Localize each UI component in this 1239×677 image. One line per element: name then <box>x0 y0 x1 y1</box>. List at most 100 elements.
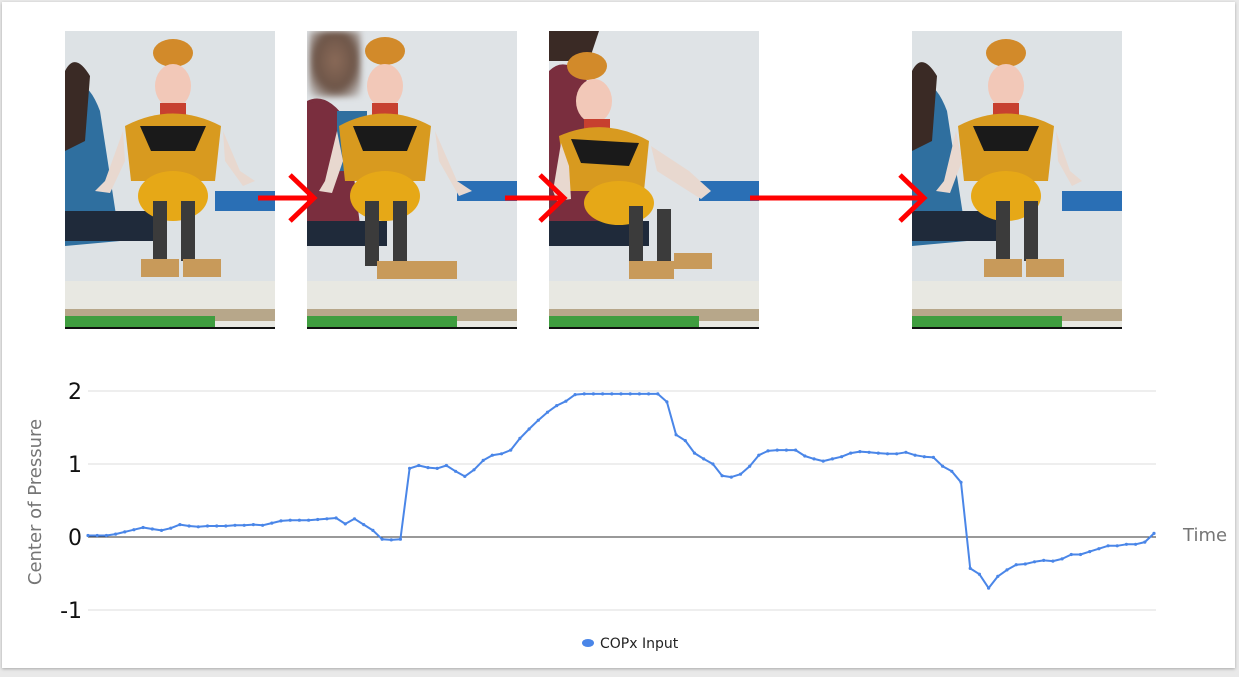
data-point <box>426 466 430 470</box>
data-point <box>784 448 789 452</box>
data-point <box>867 450 871 454</box>
data-point <box>794 448 798 452</box>
data-point <box>849 451 853 455</box>
robot-dancer-photo-3 <box>549 31 759 329</box>
data-point <box>251 523 255 527</box>
data-point <box>472 468 476 472</box>
data-point <box>334 516 338 520</box>
data-point <box>987 586 991 590</box>
data-point <box>950 469 954 473</box>
data-point <box>766 449 770 453</box>
data-point <box>178 523 182 527</box>
data-point <box>876 451 880 455</box>
data-point <box>610 392 614 396</box>
data-point <box>325 517 329 521</box>
y-axis-title: Center of Pressure <box>25 419 46 585</box>
data-point <box>380 537 384 541</box>
data-point <box>518 436 522 440</box>
data-point <box>977 572 982 576</box>
data-point <box>408 466 412 470</box>
robot-frame-1 <box>65 31 275 329</box>
data-point <box>683 439 687 443</box>
data-point <box>904 450 908 454</box>
data-point <box>352 517 357 521</box>
data-point <box>150 527 154 531</box>
data-point <box>242 523 246 527</box>
data-point <box>141 525 145 530</box>
data-point <box>86 533 90 538</box>
data-point <box>711 462 715 466</box>
blurred-face <box>309 31 361 97</box>
data-point <box>1042 558 1046 563</box>
data-point <box>279 519 283 523</box>
data-point <box>1115 544 1119 548</box>
data-point <box>233 523 237 527</box>
data-point <box>959 480 963 484</box>
data-point <box>931 455 936 459</box>
data-point <box>895 452 899 456</box>
data-point <box>362 523 366 527</box>
y-tick-label: 2 <box>68 380 82 405</box>
data-point <box>114 532 118 536</box>
x-axis-title: Time <box>1182 525 1227 546</box>
data-point <box>830 457 835 461</box>
chart-legend: COPx Input <box>582 636 679 652</box>
data-point <box>343 522 347 526</box>
data-point <box>564 399 568 403</box>
data-point <box>205 524 210 528</box>
data-point <box>169 526 173 530</box>
data-point <box>840 455 844 459</box>
data-point <box>748 464 752 468</box>
data-point <box>132 528 136 532</box>
data-point <box>922 455 926 459</box>
data-point <box>417 463 421 468</box>
data-point <box>601 392 605 396</box>
data-point <box>1143 540 1147 544</box>
data-point <box>123 530 127 534</box>
data-point <box>1032 560 1037 564</box>
data-point <box>1060 557 1064 561</box>
data-point <box>463 474 467 478</box>
data-point <box>757 453 761 457</box>
y-tick-label: 1 <box>68 453 82 478</box>
data-point <box>775 448 779 452</box>
data-point <box>555 404 559 408</box>
legend-label-copx: COPx Input <box>600 636 679 652</box>
data-point <box>389 538 393 542</box>
data-point <box>858 450 862 454</box>
data-point <box>738 472 743 476</box>
y-tick-label: 0 <box>68 526 82 551</box>
data-point <box>1023 562 1027 566</box>
data-point <box>196 525 200 529</box>
data-point <box>996 574 1000 579</box>
data-point <box>885 452 890 456</box>
data-point <box>1124 542 1128 546</box>
robot-dancer-photo-4 <box>912 31 1122 329</box>
legend-swatch-copx <box>582 639 594 647</box>
data-point <box>95 533 99 538</box>
data-point <box>371 528 375 533</box>
data-point <box>297 518 301 522</box>
data-point <box>619 392 623 396</box>
data-point <box>1005 568 1009 572</box>
data-point <box>490 453 494 457</box>
data-point <box>454 469 458 473</box>
data-point <box>812 457 816 461</box>
data-point <box>941 464 945 468</box>
data-point <box>270 521 274 525</box>
data-point <box>1106 544 1110 548</box>
data-point <box>1088 550 1092 554</box>
robot-frame-2 <box>307 31 517 329</box>
data-point <box>1069 552 1073 557</box>
data-point <box>665 400 669 404</box>
data-point <box>187 524 191 528</box>
robot-frame-3 <box>549 31 759 329</box>
data-point <box>591 392 596 396</box>
data-point <box>545 410 550 414</box>
data-point <box>481 458 485 462</box>
robot-frame-4 <box>912 31 1122 329</box>
data-point <box>803 454 807 458</box>
data-point <box>968 566 972 571</box>
data-point <box>637 392 642 396</box>
data-point <box>729 475 733 479</box>
